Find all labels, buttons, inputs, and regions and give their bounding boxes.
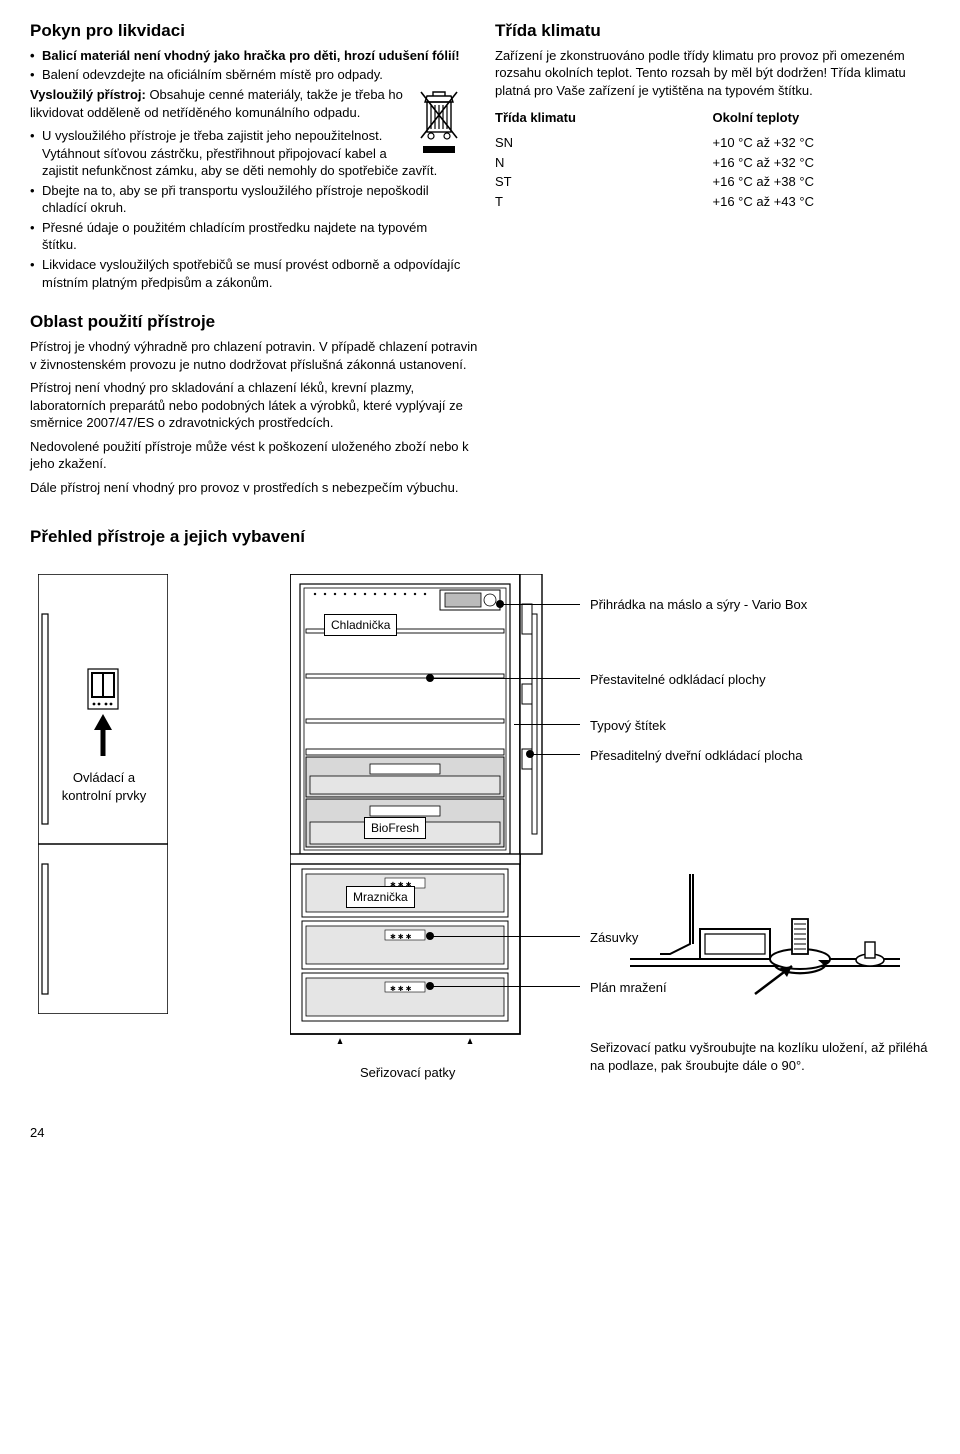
- text: Balení odevzdejte na oficiálním sběrném …: [42, 67, 383, 82]
- li: Přesné údaje o použitém chladícím prostř…: [30, 219, 465, 254]
- appliance-open-icon: ✱ ✱ ✱ ✱ ✱ ✱ ✱ ✱ ✱: [290, 574, 550, 1044]
- label-fridge: Chladnička: [324, 614, 397, 636]
- svg-text:✱ ✱ ✱: ✱ ✱ ✱: [390, 933, 412, 941]
- td: +16 °C až +38 °C: [713, 172, 931, 192]
- label-foot-note: Seřizovací patku vyšroubujte na kozlíku …: [590, 1039, 930, 1074]
- td: +10 °C až +32 °C: [713, 133, 931, 153]
- label-feet: Seřizovací patky: [360, 1064, 455, 1082]
- heading-disposal: Pokyn pro likvidaci: [30, 20, 465, 43]
- label-type-plate: Typový štítek: [590, 717, 666, 735]
- td: SN: [495, 133, 713, 153]
- heading-climate: Třída klimatu: [495, 20, 930, 43]
- disposal-list-1: Balicí materiál není vhodný jako hračka …: [30, 47, 465, 84]
- li: U vysloužilého přístroje je třeba zajist…: [30, 127, 465, 180]
- label-shelves: Přestavitelné odkládací plochy: [590, 671, 766, 689]
- climate-table: Třída klimatu Okolní teploty SN +10 °C a…: [495, 108, 930, 212]
- th: Třída klimatu: [495, 108, 713, 128]
- label-door-shelf: Přesaditelný dveřní odkládací plocha: [590, 747, 802, 765]
- text: Balicí materiál není vhodný jako hračka …: [42, 48, 460, 63]
- label-freezer: Mraznička: [346, 886, 415, 908]
- use-p: Přístroj není vhodný pro skladování a ch…: [30, 379, 480, 432]
- td: T: [495, 192, 713, 212]
- bold-lead: Vysloužilý přístroj:: [30, 87, 146, 102]
- label-controls: Ovládací a kontrolní prvky: [48, 769, 160, 804]
- th: Okolní teploty: [713, 108, 931, 128]
- heading-use: Oblast použití přístroje: [30, 311, 480, 334]
- li: Balení odevzdejte na oficiálním sběrném …: [30, 66, 465, 84]
- label-biofresh: BioFresh: [364, 817, 426, 839]
- paragraph: Vysloužilý přístroj: Obsahuje cenné mate…: [30, 86, 465, 121]
- page-number: 24: [30, 1124, 930, 1142]
- td: N: [495, 153, 713, 173]
- td: +16 °C až +43 °C: [713, 192, 931, 212]
- use-p: Přístroj je vhodný výhradně pro chlazení…: [30, 338, 480, 373]
- climate-para: Zařízení je zkonstruováno podle třídy kl…: [495, 47, 930, 100]
- heading-overview: Přehled přístroje a jejich vybavení: [30, 526, 930, 549]
- appliance-diagram: Ovládací a kontrolní prvky: [30, 574, 930, 1094]
- use-p: Dále přístroj není vhodný pro provoz v p…: [30, 479, 480, 497]
- td: +16 °C až +32 °C: [713, 153, 931, 173]
- td: ST: [495, 172, 713, 192]
- li: Dbejte na to, aby se při transportu vysl…: [30, 182, 465, 217]
- li: Likvidace vysloužilých spotřebičů se mus…: [30, 256, 465, 291]
- li: Balicí materiál není vhodný jako hračka …: [30, 47, 465, 65]
- foot-detail-icon: [600, 874, 900, 1014]
- use-p: Nedovolené použití přístroje může vést k…: [30, 438, 480, 473]
- disposal-list-2: U vysloužilého přístroje je třeba zajist…: [30, 127, 465, 291]
- svg-text:✱ ✱ ✱: ✱ ✱ ✱: [390, 985, 412, 993]
- label-vario: Přihrádka na máslo a sýry - Vario Box: [590, 596, 807, 614]
